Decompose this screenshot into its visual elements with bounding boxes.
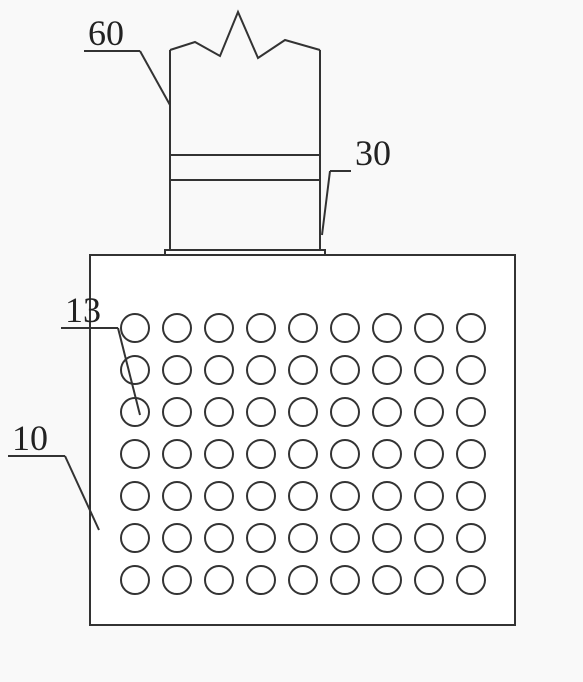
label-60: 60 <box>88 13 124 53</box>
mount-cap <box>165 250 325 255</box>
label-30: 30 <box>355 133 391 173</box>
label-13: 13 <box>65 290 101 330</box>
label-10: 10 <box>12 418 48 458</box>
